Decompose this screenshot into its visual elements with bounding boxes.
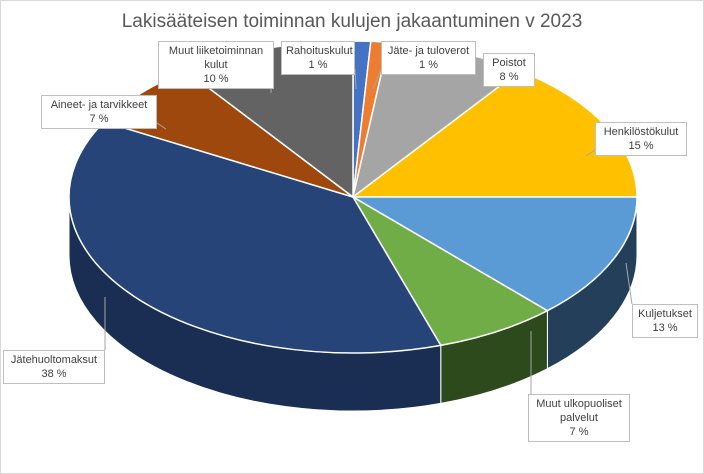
label-value-henkilostokulut: 15 % bbox=[628, 140, 654, 152]
label-aineet-ja-tarvikkeet: Aineet- ja tarvikkeet 7 % bbox=[41, 95, 157, 129]
leader-line-poistot bbox=[440, 80, 484, 97]
pie-top bbox=[68, 40, 638, 354]
label-value-poistot: 8 % bbox=[499, 71, 519, 83]
leader-line-rahoituskulut bbox=[354, 68, 357, 90]
label-value-muut-ulkopuoliset-palvelut: 7 % bbox=[569, 426, 589, 438]
pie-slice-jatehuoltomaksut bbox=[68, 120, 442, 354]
label-name-kuljetukset: Kuljetukset bbox=[638, 308, 692, 320]
label-muut-liiketoiminnan-kulut: Muut liiketoiminnan kulut 10 % bbox=[158, 41, 274, 89]
leader-line-aineet-ja-tarvikkeet bbox=[156, 122, 167, 130]
label-value-rahoituskulut: 1 % bbox=[308, 59, 328, 71]
leader-lines bbox=[104, 68, 633, 394]
label-name-aineet-ja-tarvikkeet: Aineet- ja tarvikkeet bbox=[50, 99, 148, 111]
label-poistot: Poistot 8 % bbox=[483, 53, 535, 87]
label-jatehuoltomaksut: Jätehuoltomaksut 38 % bbox=[3, 350, 105, 384]
pie-sides bbox=[68, 196, 638, 412]
pie-slice-kuljetukset bbox=[350, 196, 638, 312]
label-name-jatehuoltomaksut: Jätehuoltomaksut bbox=[10, 354, 98, 366]
label-henkilostokulut: Henkilöstökulut 15 % bbox=[595, 122, 687, 156]
label-kuljetukset: Kuljetukset 13 % bbox=[632, 304, 698, 338]
label-name-poistot: Poistot bbox=[492, 57, 526, 69]
label-name-jate-ja-tuloverot: Jäte- ja tuloverot bbox=[387, 45, 470, 57]
label-name-muut-liiketoiminnan-kulut: Muut liiketoiminnan kulut bbox=[168, 45, 264, 71]
leader-line-jate-ja-tuloverot bbox=[372, 68, 382, 90]
label-name-rahoituskulut: Rahoituskulut bbox=[286, 45, 353, 57]
label-value-aineet-ja-tarvikkeet: 7 % bbox=[89, 113, 109, 125]
label-name-muut-ulkopuoliset-palvelut: Muut ulkopuoliset palvelut bbox=[536, 398, 622, 424]
label-muut-ulkopuoliset-palvelut: Muut ulkopuoliset palvelut 7 % bbox=[528, 394, 630, 442]
label-name-henkilostokulut: Henkilöstökulut bbox=[603, 126, 679, 138]
label-value-muut-liiketoiminnan-kulut: 10 % bbox=[203, 73, 229, 85]
label-value-jate-ja-tuloverot: 1 % bbox=[419, 59, 438, 71]
leader-line-kuljetukset bbox=[625, 262, 633, 305]
pie-slice-muut-ulkopuoliset-palvelut bbox=[350, 194, 549, 347]
label-jate-ja-tuloverot: Jäte- ja tuloverot 1 % bbox=[381, 41, 476, 75]
chart-title: Lakisääteisen toiminnan kulujen jakaantu… bbox=[121, 11, 583, 32]
label-rahoituskulut: Rahoituskulut 1 % bbox=[281, 41, 355, 75]
label-value-kuljetukset: 13 % bbox=[652, 322, 678, 334]
label-value-jatehuoltomaksut: 38 % bbox=[41, 368, 67, 380]
leader-line-henkilostokulut bbox=[585, 149, 596, 157]
